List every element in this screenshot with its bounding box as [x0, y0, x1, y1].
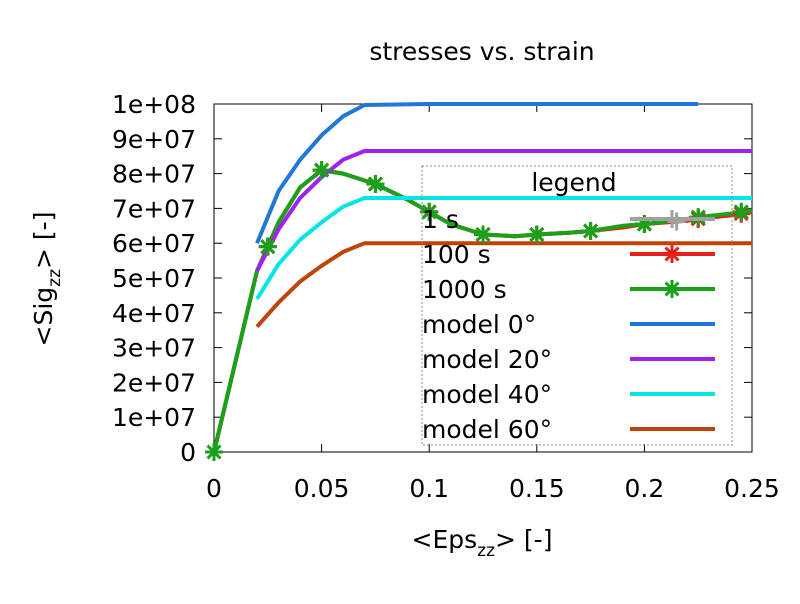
- data-point-1000-s: [732, 202, 751, 221]
- legend-label-1-s: 1 s: [422, 205, 459, 234]
- legend-label-100-s: 100 s: [422, 240, 491, 269]
- y-tick-label: 8e+07: [112, 160, 196, 189]
- data-point-1000-s: [527, 225, 546, 244]
- data-point-1000-s: [581, 222, 600, 241]
- x-tick-label: 0.1: [409, 474, 449, 503]
- x-axis-title: <Epszz> [-]: [412, 525, 553, 561]
- chart-title: stresses vs. strain: [369, 37, 594, 66]
- y-axis-title-tail: > [-]: [29, 212, 58, 269]
- legend-title: legend: [531, 168, 616, 197]
- legend-marker-1-s: [663, 210, 681, 228]
- x-axis: 0 0.05 0.1 0.15 0.2 0.25: [206, 104, 780, 503]
- y-tick-label: 9e+07: [112, 125, 196, 154]
- data-point-1000-s: [420, 202, 439, 221]
- y-tick-label: 2e+07: [112, 368, 196, 397]
- legend: legend: [421, 165, 733, 446]
- y-axis-title-main: <Sig: [29, 287, 58, 347]
- y-tick-label: 0: [180, 438, 196, 467]
- x-axis-title-sub: zz: [477, 541, 495, 561]
- legend-label-model-60deg: model 60°: [422, 415, 552, 444]
- legend-entries: 1 s 100 s 1000 s model 0° model 20° model 40°…: [422, 205, 715, 444]
- legend-label-model-0deg: model 0°: [422, 310, 536, 339]
- legend-label-1000-s: 1000 s: [422, 275, 507, 304]
- x-tick-label: 0.15: [509, 474, 565, 503]
- data-point-1000-s: [635, 215, 654, 234]
- legend-marker-1000-s: [663, 280, 681, 298]
- y-tick-label: 1e+07: [112, 403, 196, 432]
- data-point-1000-s: [474, 225, 492, 244]
- x-tick-label: 0: [206, 474, 222, 503]
- legend-box: [421, 165, 733, 446]
- y-tick-label: 6e+07: [112, 229, 196, 258]
- legend-label-model-40deg: model 40°: [422, 380, 552, 409]
- data-point-1000-s: [312, 161, 331, 180]
- y-axis-title-sub: zz: [45, 269, 65, 287]
- legend-marker-100-s: [663, 245, 681, 263]
- data-point-1000-s: [205, 443, 223, 461]
- x-axis-title-main: <Eps: [412, 525, 478, 554]
- y-tick-label: 4e+07: [112, 299, 196, 328]
- series-line-model-20deg: [255, 149, 752, 272]
- x-tick-label: 0.25: [724, 474, 780, 503]
- series-line-model-60deg: [255, 241, 752, 329]
- y-tick-label: 5e+07: [112, 264, 196, 293]
- y-axis: 0 1e+07 2e+07 3e+07 4e+07 5e+07 6e+07 7e+07 8e+0…: [112, 90, 752, 467]
- data-point-1000-s: [366, 175, 385, 194]
- x-axis-title-tail: > [-]: [495, 525, 552, 554]
- x-tick-label: 0.05: [294, 474, 350, 503]
- series-line-model-40deg: [255, 196, 752, 300]
- data-point-1000-s: [258, 237, 277, 256]
- series-line-model-0deg: [255, 102, 699, 244]
- legend-label-model-20deg: model 20°: [422, 345, 552, 374]
- x-tick-label: 0.2: [625, 474, 665, 503]
- y-tick-label: 3e+07: [112, 334, 196, 363]
- y-axis-title: <Sigzz> [-]: [29, 212, 65, 347]
- y-tick-label: 1e+08: [112, 90, 196, 119]
- y-tick-label: 7e+07: [112, 194, 196, 223]
